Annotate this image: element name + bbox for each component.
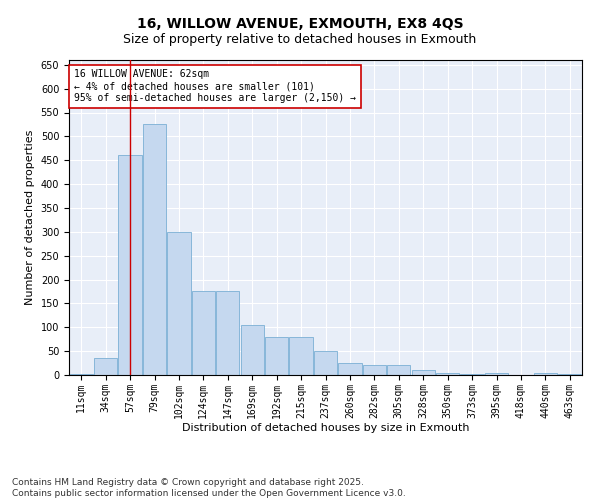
Bar: [314, 351, 337, 375]
Bar: [485, 372, 508, 375]
Bar: [436, 372, 459, 375]
Bar: [265, 337, 288, 375]
Bar: [241, 325, 264, 375]
Text: Contains HM Land Registry data © Crown copyright and database right 2025.
Contai: Contains HM Land Registry data © Crown c…: [12, 478, 406, 498]
X-axis label: Distribution of detached houses by size in Exmouth: Distribution of detached houses by size …: [182, 424, 469, 434]
Bar: [363, 366, 386, 375]
Bar: [216, 292, 239, 375]
Bar: [534, 372, 557, 375]
Bar: [412, 370, 435, 375]
Bar: [143, 124, 166, 375]
Text: 16, WILLOW AVENUE, EXMOUTH, EX8 4QS: 16, WILLOW AVENUE, EXMOUTH, EX8 4QS: [137, 18, 463, 32]
Bar: [387, 366, 410, 375]
Bar: [192, 292, 215, 375]
Bar: [94, 358, 117, 375]
Bar: [167, 232, 191, 375]
Bar: [338, 363, 362, 375]
Y-axis label: Number of detached properties: Number of detached properties: [25, 130, 35, 305]
Text: Size of property relative to detached houses in Exmouth: Size of property relative to detached ho…: [124, 32, 476, 46]
Text: 16 WILLOW AVENUE: 62sqm
← 4% of detached houses are smaller (101)
95% of semi-de: 16 WILLOW AVENUE: 62sqm ← 4% of detached…: [74, 70, 356, 102]
Bar: [70, 374, 93, 375]
Bar: [118, 156, 142, 375]
Bar: [289, 337, 313, 375]
Bar: [558, 374, 581, 375]
Bar: [460, 374, 484, 375]
